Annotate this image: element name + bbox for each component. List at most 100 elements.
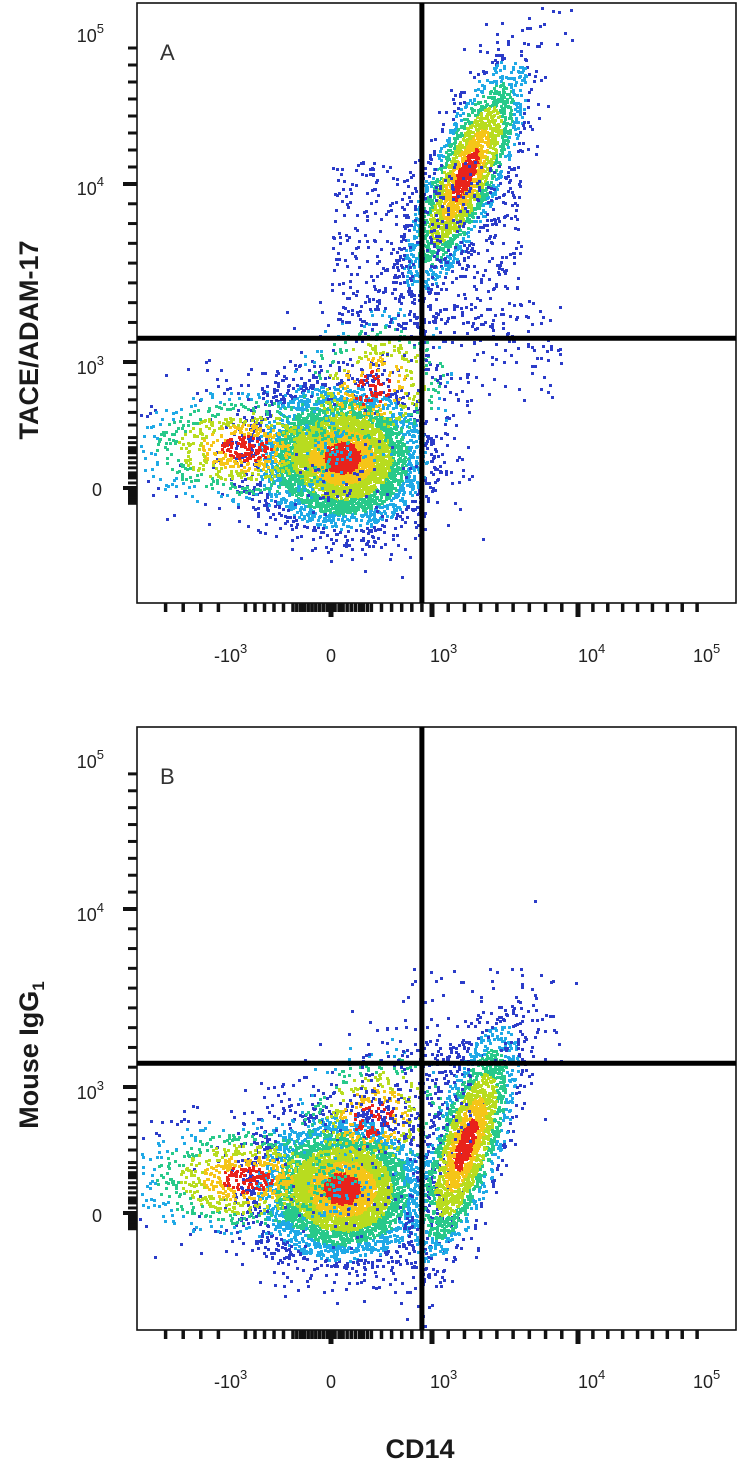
panel-a-population-1-event: [339, 407, 342, 410]
panel-a-population-1-event: [237, 409, 240, 412]
panel-a-population-1-event: [300, 387, 303, 390]
panel-a-population-1-event: [340, 506, 343, 509]
panel-a-population-1-event: [391, 515, 394, 518]
panel-a-population-1-event: [268, 421, 271, 424]
panel-a-population-1-event: [372, 488, 375, 491]
panel-a-population-1-event: [427, 500, 430, 503]
panel-a-population-1-event: [354, 512, 357, 515]
panel-a-population-1-event: [366, 527, 369, 530]
panel-a-population-1-event: [424, 512, 427, 515]
panel-a-population-1-event: [462, 469, 465, 472]
panel-a-population-1-event: [313, 526, 316, 529]
panel-a-population-1-event: [319, 523, 322, 526]
panel-a-population-1-event: [300, 557, 303, 560]
panel-a-population-1-event: [280, 454, 283, 457]
panel-a-population-1-event: [359, 524, 362, 527]
panel-a-population-1-event: [313, 506, 316, 509]
panel-a-population-1-event: [337, 361, 340, 364]
panel-a-population-1-event: [301, 410, 304, 413]
panel-a-population-1-event: [366, 515, 369, 518]
panel-a-population-1-event: [260, 475, 263, 478]
panel-a-population-1-event: [297, 492, 300, 495]
panel-a-population-1-event: [343, 444, 346, 447]
panel-a-population-1-event: [402, 420, 405, 423]
panel-a-population-1-event: [312, 529, 315, 532]
panel-a-population-1-event: [395, 420, 398, 423]
panel-a-population-1-event: [294, 499, 297, 502]
panel-a-population-1-event: [410, 439, 413, 442]
panel-a-population-1-event: [403, 503, 406, 506]
panel-a-population-1-event: [317, 399, 320, 402]
panel-a-population-1-event: [291, 493, 294, 496]
panel-a-population-1-event: [311, 387, 314, 390]
panel-a-population-1-event: [351, 538, 354, 541]
panel-a-population-1-event: [307, 480, 310, 483]
panel-a-population-1-event: [315, 376, 318, 379]
panel-a-population-1-event: [329, 364, 332, 367]
panel-a-population-1-event: [276, 370, 279, 373]
panel-a-population-1-event: [282, 508, 285, 511]
panel-a-population-1-event: [308, 379, 311, 382]
panel-a-population-1-event: [389, 493, 392, 496]
panel-a-population-1-event: [389, 482, 392, 485]
panel-a-population-1-event: [235, 447, 238, 450]
panel-a-population-1-event: [283, 375, 286, 378]
panel-a-population-1-event: [386, 407, 389, 410]
panel-a-population-1-event: [290, 395, 293, 398]
panel-a-population-1-event: [247, 384, 250, 387]
panel-a-population-1-event: [381, 518, 384, 521]
panel-a-population-1-event: [259, 424, 262, 427]
panel-a-population-1-event: [381, 443, 384, 446]
panel-a-population-1-event: [369, 479, 372, 482]
panel-a-population-1-event: [367, 532, 370, 535]
panel-a-population-1-event: [318, 516, 321, 519]
panel-a-population-1-event: [322, 531, 325, 534]
panel-a-population-1-event: [344, 498, 347, 501]
panel-a-population-1-event: [383, 505, 386, 508]
panel-a-population-1-event: [361, 548, 364, 551]
panel-a-population-1-event: [468, 478, 471, 481]
panel-a-population-1-event: [293, 422, 296, 425]
panel-a-population-1-event: [325, 423, 328, 426]
panel-a-population-1-event: [252, 506, 255, 509]
panel-a-population-1-event: [300, 512, 303, 515]
panel-a-population-1-event: [283, 398, 286, 401]
panel-a-population-1-event: [342, 523, 345, 526]
panel-a-population-1-event: [386, 429, 389, 432]
panel-a-population-1-event: [331, 458, 334, 461]
panel-a-population-1-event: [345, 506, 348, 509]
panel-a-population-1-event: [357, 455, 360, 458]
panel-a-population-1-event: [347, 503, 350, 506]
panel-a-population-1-event: [348, 544, 351, 547]
panel-a-population-1-event: [323, 416, 326, 419]
panel-a-population-1-event: [395, 406, 398, 409]
panel-a-population-1-event: [289, 456, 292, 459]
panel-a-population-1-event: [334, 408, 337, 411]
panel-a-population-1-event: [325, 478, 328, 481]
panel-a-population-1-event: [354, 456, 357, 459]
panel-a-population-1-event: [366, 492, 369, 495]
panel-a-population-1-event: [307, 437, 310, 440]
panel-a-density-plot: [140, 7, 574, 579]
panel-a-population-1-event: [337, 473, 340, 476]
panel-a-population-1-event: [424, 422, 427, 425]
panel-a-population-1-event: [394, 527, 397, 530]
panel-a-population-1-event: [278, 505, 281, 508]
panel-a-population-1-event: [426, 461, 429, 464]
panel-a-population-1-event: [383, 467, 386, 470]
panel-a-population-1-event: [324, 377, 327, 380]
panel-a-population-1-event: [306, 398, 309, 401]
panel-a-population-1-event: [394, 504, 397, 507]
panel-a-population-1-event: [373, 445, 376, 448]
panel-a-population-1-event: [352, 506, 355, 509]
panel-a-population-1-event: [243, 490, 246, 493]
panel-a-population-1-event: [332, 502, 335, 505]
panel-a-population-1-event: [410, 446, 413, 449]
panel-a-population-1-event: [236, 444, 239, 447]
panel-a-population-1-event: [402, 489, 405, 492]
panel-a-population-1-event: [300, 377, 303, 380]
panel-a-population-1-event: [321, 447, 324, 450]
panel-a-population-1-event: [238, 520, 241, 523]
panel-a-population-1-event: [409, 556, 412, 559]
panel-a-population-1-event: [240, 384, 243, 387]
